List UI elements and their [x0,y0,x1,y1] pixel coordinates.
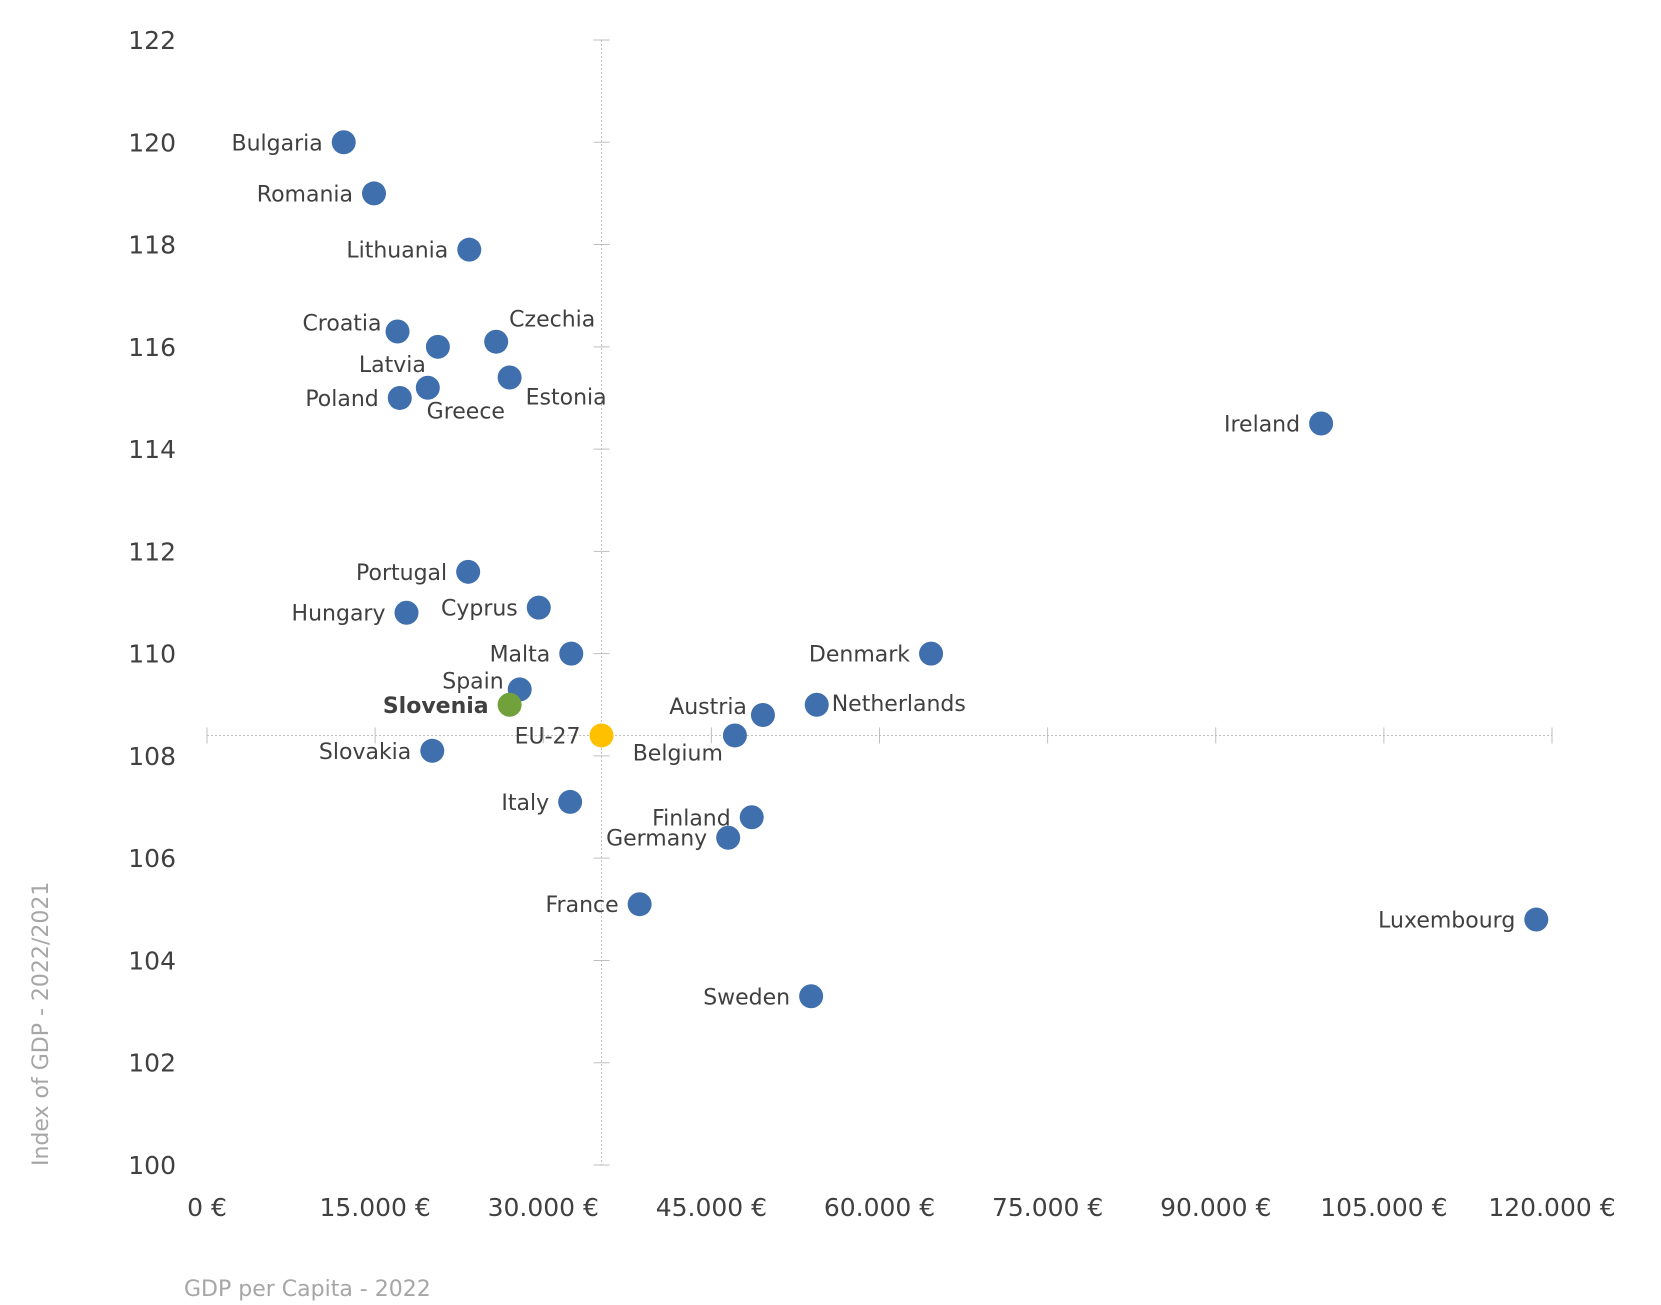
point-labels-layer: Bulgaria Romania Lithuania Croatia Latvia Cze… [232,131,1516,1010]
y-tick-label: 122 [128,26,176,55]
point-cyprus [526,595,551,620]
point-label-sweden: Sweden [703,985,790,1010]
x-tick-label: 120.000 € [1488,1193,1615,1222]
x-axis-title: GDP per Capita - 2022 [184,1277,431,1302]
y-tick-label: 116 [128,333,176,362]
point-slovakia [420,738,445,763]
point-luxembourg [1524,907,1549,932]
point-label-slovakia: Slovakia [319,740,411,765]
point-label-luxembourg: Luxembourg [1378,909,1515,934]
y-tick-label: 108 [128,742,176,771]
point-bulgaria [331,130,356,155]
point-netherlands [804,692,829,717]
point-label-czechia: Czechia [509,308,595,333]
point-label-hungary: Hungary [292,602,386,627]
point-label-bulgaria: Bulgaria [232,131,323,156]
point-label-italy: Italy [501,791,549,816]
point-slovenia [497,692,522,717]
point-label-germany: Germany [606,827,707,852]
point-romania [362,181,387,206]
point-latvia [425,334,450,359]
point-label-lithuania: Lithuania [346,239,448,264]
point-hungary [394,600,419,625]
point-label-finland: Finland [652,806,731,831]
x-tick-label: 60.000 € [824,1193,935,1222]
x-tick-label: 0 € [187,1193,227,1222]
point-france [627,892,652,917]
point-greece [415,375,440,400]
x-tick-label: 45.000 € [656,1193,767,1222]
points-layer [331,130,1549,1009]
y-tick-label: 118 [128,231,176,260]
y-tick-label: 112 [128,537,176,566]
point-label-estonia: Estonia [526,386,607,411]
point-label-cyprus: Cyprus [441,597,518,622]
x-tick-label: 75.000 € [992,1193,1103,1222]
tick-labels-layer: 0 € 15.000 € 30.000 € 45.000 € 60.000 € 75.00… [128,26,1615,1222]
point-portugal [456,559,481,584]
y-tick-label: 110 [128,640,176,669]
point-austria [750,703,775,727]
point-ireland [1309,411,1334,436]
point-belgium [722,723,747,748]
point-label-slovenia: Slovenia [383,694,489,719]
point-label-ireland: Ireland [1224,413,1300,438]
point-estonia [497,365,522,390]
point-italy [558,789,583,814]
x-tick-label: 90.000 € [1160,1193,1271,1222]
x-tick-label: 105.000 € [1320,1193,1447,1222]
point-finland [739,805,764,830]
point-label-malta: Malta [490,643,551,668]
y-tick-label: 106 [128,844,176,873]
point-label-austria: Austria [669,695,747,720]
x-tick-label: 30.000 € [488,1193,599,1222]
point-czechia [484,329,509,354]
point-eu-27 [589,723,614,748]
axes-layer [206,39,1553,1166]
point-poland [387,385,412,410]
point-malta [559,641,584,666]
point-label-poland: Poland [305,387,378,412]
point-label-eu-27: EU-27 [515,724,581,749]
y-tick-label: 100 [128,1151,176,1180]
point-label-romania: Romania [257,182,353,207]
point-label-croatia: Croatia [302,311,381,336]
point-sweden [799,984,824,1009]
y-tick-label: 120 [128,128,176,157]
point-label-belgium: Belgium [633,741,723,766]
point-croatia [385,319,410,344]
point-label-latvia: Latvia [359,353,426,378]
y-tick-label: 102 [128,1049,176,1078]
point-label-spain: Spain [442,669,503,694]
x-tick-label: 15.000 € [319,1193,430,1222]
point-label-france: France [545,893,618,918]
y-tick-label: 114 [128,435,176,464]
point-germany [716,825,741,850]
y-axis-title: Index of GDP - 2022/2021 [29,882,54,1166]
point-label-greece: Greece [427,400,505,425]
point-denmark [919,641,944,666]
point-label-portugal: Portugal [356,561,447,586]
y-tick-label: 104 [128,946,176,975]
point-label-netherlands: Netherlands [832,692,966,717]
point-lithuania [457,237,482,262]
point-label-denmark: Denmark [809,643,910,668]
